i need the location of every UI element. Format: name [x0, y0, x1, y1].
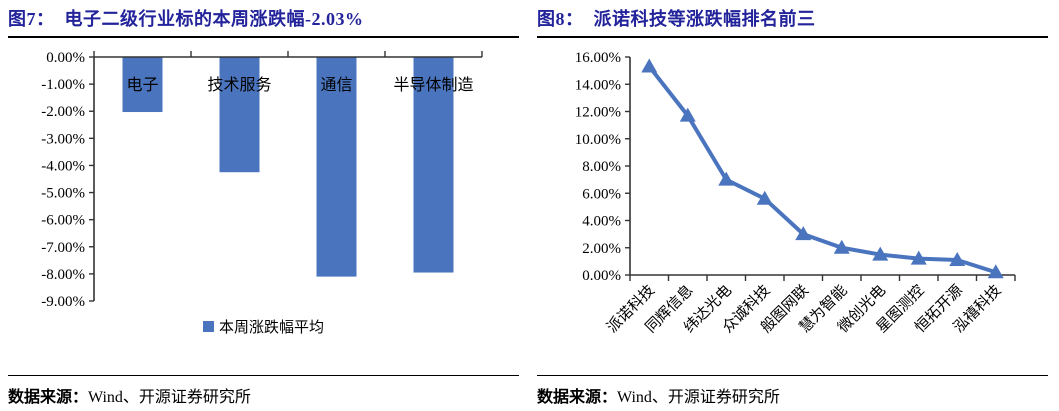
y-tick-label: 16.00% — [575, 50, 621, 66]
figure-8-source: 数据来源：Wind、开源证券研究所 — [537, 375, 1048, 407]
x-category-label: 技术服务 — [207, 76, 271, 94]
figure-8-title-label: 图8： — [537, 9, 584, 29]
y-tick-label: 14.00% — [575, 77, 621, 93]
y-tick-label: -2.00% — [41, 104, 85, 120]
data-point-marker — [872, 246, 889, 261]
y-tick-label: -8.00% — [41, 267, 85, 283]
source-prefix: 数据来源： — [537, 389, 618, 406]
figure-7-source: 数据来源：Wind、开源证券研究所 — [8, 375, 519, 407]
y-tick-label: 4.00% — [582, 214, 621, 230]
data-point-marker — [756, 190, 773, 205]
source-text: Wind、开源证券研究所 — [617, 389, 780, 406]
source-prefix: 数据来源： — [8, 389, 89, 406]
bar — [219, 57, 260, 173]
data-point-marker — [949, 252, 966, 267]
data-point-marker — [987, 264, 1004, 279]
bar-chart-legend: 本周涨跌幅平均 — [8, 316, 519, 337]
y-tick-label: -6.00% — [41, 213, 85, 229]
x-category-label: 半导体制造 — [393, 76, 473, 94]
x-category-label: 通信 — [320, 76, 352, 94]
figure-8-panel: 图8： 派诺科技等涨跌幅排名前三 16.00% 14.00% 12.00% 10.00%… — [529, 0, 1058, 411]
x-category-label: 电子 — [126, 76, 158, 94]
y-tick-label: -7.00% — [41, 240, 85, 256]
data-line — [647, 64, 998, 275]
figure-8-title-text: 派诺科技等涨跌幅排名前三 — [593, 9, 816, 29]
data-point-marker — [718, 171, 735, 186]
legend-swatch-icon — [202, 321, 214, 332]
bar — [122, 57, 163, 113]
source-text: Wind、开源证券研究所 — [88, 389, 251, 406]
y-tick-label: -1.00% — [41, 77, 85, 93]
top-gainers-line-chart: 16.00% 14.00% 12.00% 10.00% 8.00% 6.00% 4.00% 2… — [575, 50, 1016, 336]
y-tick-label: 6.00% — [582, 186, 621, 202]
y-tick-label: 8.00% — [582, 159, 621, 175]
y-tick-label: -4.00% — [41, 158, 85, 174]
y-tick-label: -3.00% — [41, 131, 85, 147]
y-tick-label: -9.00% — [41, 294, 85, 310]
y-tick-label: 12.00% — [575, 105, 621, 121]
data-point-marker — [679, 107, 696, 122]
figure-7-title-text: 电子二级行业标的本周涨跌幅-2.03% — [64, 9, 364, 29]
y-tick-label: 2.00% — [582, 241, 621, 257]
figure-8-title: 图8： 派诺科技等涨跌幅排名前三 — [537, 6, 1048, 38]
y-tick-label: -5.00% — [41, 186, 85, 202]
y-tick-label: 0.00% — [46, 50, 85, 66]
figure-7-panel: 图7： 电子二级行业标的本周涨跌幅-2.03% 0.00% -1.00% -2.00%… — [0, 0, 529, 411]
y-tick-label: 0.00% — [582, 268, 621, 284]
y-tick-label: 10.00% — [575, 132, 621, 148]
figure-7-title-label: 图7： — [8, 9, 55, 29]
weekly-change-bar-chart: 0.00% -1.00% -2.00% -3.00% -4.00% -5.00% -6.00… — [41, 50, 483, 310]
legend-label: 本周涨跌幅平均 — [218, 320, 324, 336]
data-point-marker — [910, 250, 927, 265]
data-point-marker — [833, 239, 850, 254]
bar — [413, 57, 454, 273]
figure-7-title: 图7： 电子二级行业标的本周涨跌幅-2.03% — [8, 6, 519, 38]
bar — [316, 57, 357, 277]
data-point-marker — [641, 58, 658, 73]
data-point-marker — [795, 226, 812, 241]
